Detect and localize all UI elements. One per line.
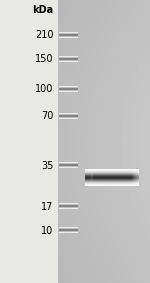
Text: 210: 210 [35, 30, 53, 40]
Text: 100: 100 [35, 84, 53, 94]
Text: 10: 10 [41, 226, 53, 236]
Text: 150: 150 [35, 54, 53, 65]
Text: 70: 70 [41, 111, 53, 121]
Text: kDa: kDa [32, 5, 53, 15]
FancyBboxPatch shape [0, 0, 58, 283]
Text: 17: 17 [41, 201, 53, 212]
Text: 35: 35 [41, 160, 53, 171]
